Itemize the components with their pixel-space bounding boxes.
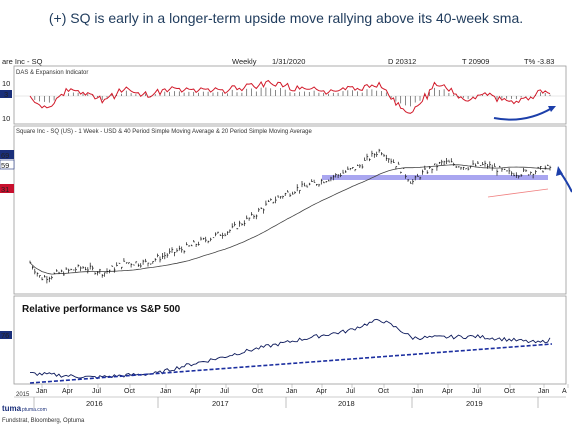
relative-panel [13, 295, 567, 385]
sma-40-line [29, 164, 551, 275]
relative-badge: 76 [1, 331, 9, 340]
month-label: Jul [472, 388, 481, 395]
price-badge-1-bg [0, 150, 14, 159]
month-label: Jan [160, 388, 171, 395]
header-t-value: T 20909 [462, 57, 489, 66]
month-label: Apr [62, 388, 74, 395]
month-label: Jan [286, 388, 297, 395]
relative-title: Relative performance vs S&P 500 [22, 304, 181, 315]
year-label: 2019 [466, 399, 483, 408]
price-badge-3: 31 [1, 185, 9, 194]
month-label: Jul [346, 388, 355, 395]
histogram-bars [34, 87, 551, 107]
trend-arrow-head [556, 166, 563, 176]
price-title: Square Inc - SQ (US) - 1 Week - USD & 40… [16, 129, 312, 135]
support-band [322, 175, 548, 180]
year-label: 2016 [86, 399, 103, 408]
price-badge-2-bg [0, 159, 15, 170]
month-label: Oct [504, 388, 515, 395]
header-period: Weekly [232, 57, 257, 66]
relative-trendline [29, 343, 553, 384]
price-bars [29, 148, 552, 284]
momentum-arrow-head [548, 106, 556, 112]
year-axis: 2016 2017 2018 2019 [33, 397, 539, 408]
month-label: Apr [316, 388, 328, 395]
momentum-arrow [493, 107, 553, 121]
header-pct: T% -3.83 [524, 57, 554, 66]
indicator-badge-bg [0, 90, 12, 98]
relative-performance-line [30, 318, 551, 380]
footer-source: Fundstrat, Bloomberg, Optuma [2, 418, 85, 424]
month-label: Apr [442, 388, 454, 395]
indicator-ytick-bottom: 10 [2, 114, 10, 123]
oscillator-line [29, 79, 551, 114]
indicator-panel [13, 65, 567, 125]
header-date: 1/31/2020 [272, 57, 305, 66]
month-label: Oct [252, 388, 263, 395]
price-badge-1: 69 [1, 151, 9, 160]
footer-brand: tuma [2, 404, 22, 413]
secondary-sma-line [487, 188, 549, 198]
year-label: 2017 [212, 399, 229, 408]
headline: (+) SQ is early in a longer-term upside … [48, 10, 524, 26]
header-symbol: are Inc - SQ [2, 57, 43, 66]
month-label: Apr [190, 388, 202, 395]
header-d-value: D 20312 [388, 57, 416, 66]
price-panel [13, 125, 567, 295]
footer-brand-sub: ptuma.com [22, 407, 47, 413]
month-axis: Jan Apr Jul Oct Jan Apr Jul Oct Jan Apr Jul Oct Jan A… [36, 384, 569, 395]
relative-badge-bg [0, 331, 12, 339]
indicator-badge: 3 [4, 90, 8, 99]
month-label: A [562, 388, 567, 395]
month-label: Jan [36, 388, 47, 395]
month-label: Oct [378, 388, 389, 395]
indicator-ytick-top: 10 [2, 79, 10, 88]
price-badge-2: 59 [1, 161, 9, 170]
month-label: Jan [538, 388, 549, 395]
month-label: Oct [124, 388, 135, 395]
indicator-title: DAS & Expansion Indicator [16, 70, 88, 76]
left-year-fragment: 2015 [16, 392, 30, 398]
month-label: Jul [92, 388, 101, 395]
month-label: Jul [220, 388, 229, 395]
year-label: 2018 [338, 399, 355, 408]
price-badge-3-bg [0, 184, 14, 193]
month-label: Jan [412, 388, 423, 395]
